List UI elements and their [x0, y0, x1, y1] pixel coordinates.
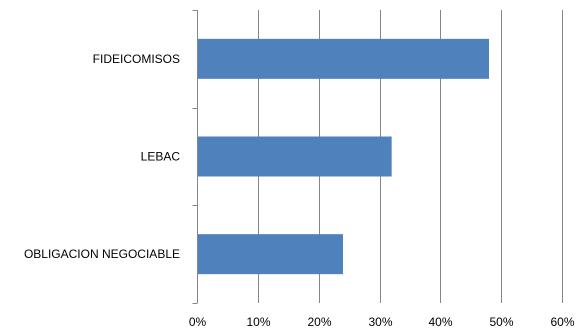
- x-tick-label-6: 60%: [550, 315, 574, 329]
- category-label-2: OBLIGACION NEGOCIABLE: [24, 247, 180, 261]
- x-tick-label-2: 20%: [307, 315, 331, 329]
- category-label-0: FIDEICOMISOS: [93, 52, 180, 66]
- bars: [197, 38, 489, 275]
- x-tick-label-3: 30%: [368, 315, 392, 329]
- bar-1: [197, 136, 392, 177]
- labels: 0% 10% 20% 30% 40% 50% 60% FIDEICOMISOS LEBAC OBL…: [24, 52, 575, 329]
- bar-0: [197, 38, 489, 79]
- bar-2: [197, 234, 343, 275]
- x-tick-label-4: 40%: [428, 315, 452, 329]
- x-tick-label-5: 50%: [489, 315, 513, 329]
- x-tick-label-0: 0%: [189, 315, 207, 329]
- category-label-1: LEBAC: [141, 150, 181, 164]
- axes: [192, 10, 198, 304]
- x-tick-label-1: 10%: [246, 315, 270, 329]
